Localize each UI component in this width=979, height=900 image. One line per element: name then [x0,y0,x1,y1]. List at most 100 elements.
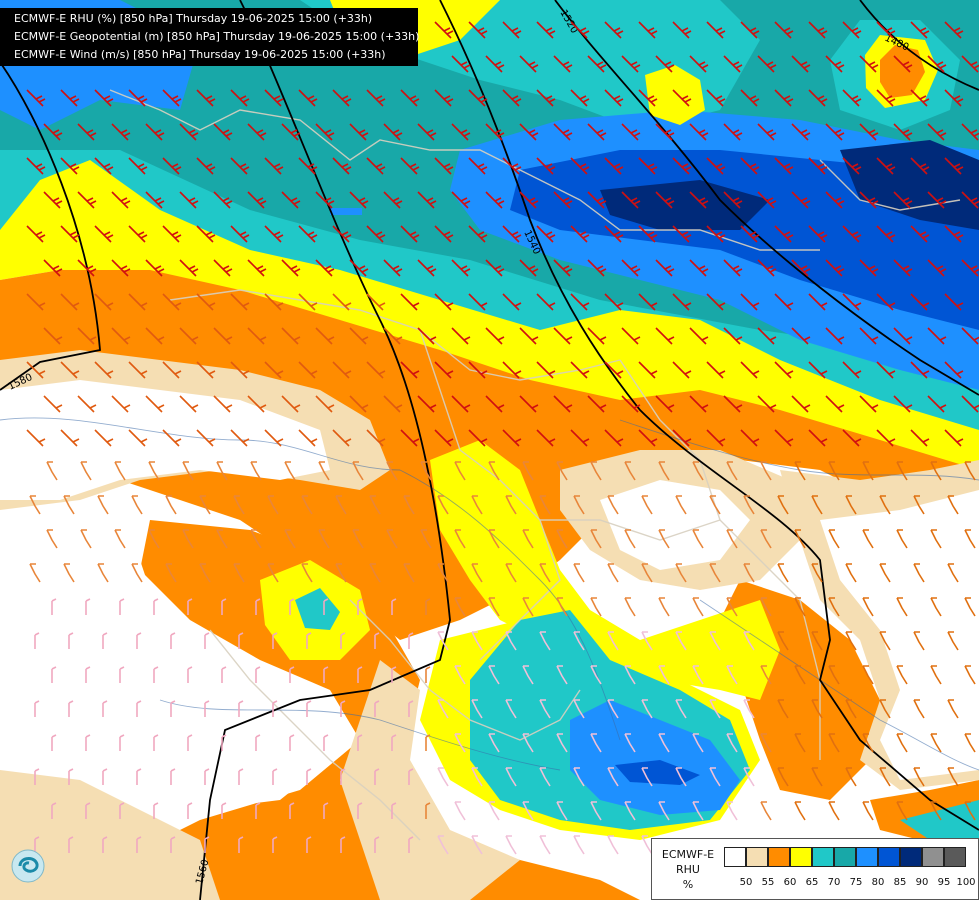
wind-barb [485,259,505,277]
wind-barb [391,802,397,819]
wind-barb [468,293,488,311]
wind-barb [315,395,335,413]
wind-barb [468,157,488,175]
wind-barb [879,631,891,651]
wind-barb [468,21,488,39]
wind-barb [97,563,109,583]
wind-barb [349,395,369,413]
wind-barb [323,802,329,819]
wind-barb [434,157,454,175]
wind-barb [927,123,947,141]
wind-barb [505,699,517,719]
wind-barb [723,327,743,345]
wind-barb [451,123,471,141]
wind-barb [825,123,845,141]
wind-barb [944,89,964,107]
wind-barb [658,461,670,481]
legend-swatches [724,847,966,867]
wind-barb [281,123,301,141]
wind-barb [468,89,488,107]
wind-barb [34,836,40,853]
wind-barb [777,699,789,719]
wind-barb [791,123,811,141]
wind-barb [709,631,721,651]
wind-barb [757,123,777,141]
wind-barb [587,395,607,413]
wind-barb [162,157,182,175]
wind-barb [51,734,57,751]
wind-barb [298,89,318,107]
wind-barb [68,632,74,649]
wind-barb [357,734,363,751]
wind-barb [187,734,193,751]
wind-barb [570,225,590,243]
wind-barb [383,123,403,141]
wind-barb [369,495,381,515]
wind-barb [349,191,369,209]
wind-barb [808,429,828,447]
wind-barb [862,597,874,617]
wind-barb [641,495,653,515]
wind-barb [434,293,454,311]
wind-barb [689,191,709,209]
wind-barb [842,21,862,39]
wind-barb [170,632,176,649]
wind-barb [556,461,568,481]
wind-barb [349,123,369,141]
wind-barb [204,768,210,785]
wind-barb [910,157,930,175]
wind-barb [961,123,979,141]
humidity-zone-orange-cell-ne [880,45,925,98]
legend-swatch [812,847,834,867]
wind-barb [944,293,964,311]
rhu-legend: ECMWF-E RHU % 50 55 60 65 70 75 80 85 90 95 100 [651,838,979,900]
wind-barb [26,293,46,311]
wind-barb [845,631,857,651]
wind-barb [930,461,942,481]
humidity-zone-cyan-southeast-corner [900,800,979,840]
wind-barb [896,529,908,549]
wind-barb [80,529,92,549]
wind-barb [332,361,352,379]
wind-barb [791,55,811,73]
wind-barb [876,361,896,379]
wind-barb [777,495,789,515]
wind-barb [298,157,318,175]
wind-barb [374,836,380,853]
wind-barb [624,733,636,753]
wind-barb [672,225,692,243]
wind-barb [743,563,755,583]
wind-barb [43,259,63,277]
wind-barb [828,733,840,753]
wind-barb [624,597,636,617]
wind-barb [757,327,777,345]
wind-barb [437,563,449,583]
wind-barb [859,259,879,277]
wind-barb [369,563,381,583]
wind-barb [842,293,862,311]
wind-barb [264,293,284,311]
wind-barb [570,429,590,447]
wind-barb [502,89,522,107]
wind-barb [488,461,500,481]
wind-barb [60,225,80,243]
wind-barb [77,123,97,141]
wind-barb [298,361,318,379]
wind-barb [896,597,908,617]
wind-barb [655,259,675,277]
wind-barb [485,55,505,73]
wind-barb [876,225,896,243]
wind-barb [522,529,534,549]
wind-barb [250,529,262,549]
wind-barb [794,529,806,549]
wind-barb [403,495,415,515]
wind-barb [743,495,755,515]
wind-barb [539,563,551,583]
wind-barb [859,395,879,413]
wind-barb [162,89,182,107]
wind-barb [757,395,777,413]
wind-barb [604,293,624,311]
wind-barb [655,191,675,209]
wind-barb [374,768,380,785]
wind-barb [485,395,505,413]
